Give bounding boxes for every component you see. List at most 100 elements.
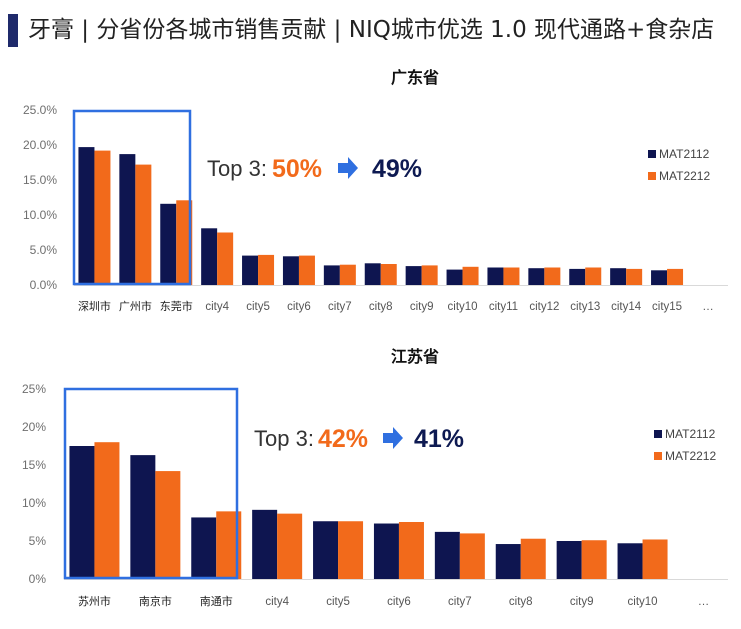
category-label: 广州市 (119, 299, 152, 313)
bar-mat2112 (569, 268, 586, 285)
arrow-right-icon (383, 427, 403, 449)
bar-mat2112 (252, 509, 278, 579)
category-label: city11 (489, 301, 518, 313)
bar-mat2212 (585, 267, 602, 285)
category-label: … (698, 596, 710, 608)
bar-mat2112 (69, 446, 95, 579)
bar-mat2212 (176, 200, 193, 285)
bar-mat2212 (462, 266, 479, 285)
bar-mat2112 (556, 541, 582, 579)
page-title: 牙膏 | 分省份各城市销售贡献 | NIQ城市优选 1.0 现代通路+食杂店 (28, 17, 715, 43)
y-tick-label: 25.0% (23, 103, 57, 117)
bar-mat2112 (487, 267, 504, 285)
bar-mat2112 (495, 544, 521, 579)
bar-mat2112 (191, 517, 217, 579)
legend-swatch-mat2112 (648, 150, 656, 158)
bar-mat2212 (520, 538, 546, 579)
legend-swatch-mat2212 (648, 172, 656, 180)
y-tick-label: 10% (22, 496, 46, 510)
top3-after-value: 41% (414, 425, 464, 453)
bar-mat2212 (398, 522, 424, 579)
bar-mat2212 (503, 267, 520, 285)
bar-mat2212 (626, 268, 643, 285)
bar-mat2212 (421, 265, 438, 285)
y-tick-label: 0.0% (30, 278, 58, 292)
bar-mat2212 (544, 267, 561, 285)
bar-mat2112 (323, 265, 340, 285)
bar-mat2112 (282, 256, 299, 285)
top3-highlight-box (72, 109, 192, 286)
arrow-right-icon (338, 157, 358, 179)
bar-mat2112 (405, 266, 422, 285)
category-label: city5 (326, 596, 350, 608)
y-tick-label: 5.0% (30, 243, 58, 257)
bar-mat2112 (373, 523, 399, 579)
bar-mat2212 (581, 540, 607, 579)
category-label: city15 (652, 301, 682, 313)
bar-mat2212 (277, 513, 303, 579)
category-label: 南京市 (139, 594, 172, 608)
category-label: city5 (246, 301, 270, 313)
title-accent-bar (8, 14, 18, 47)
bar-mat2112 (651, 270, 668, 285)
bar-mat2112 (434, 531, 460, 579)
bar-mat2212 (298, 255, 315, 285)
bar-mat2212 (94, 442, 120, 579)
category-label: city4 (205, 301, 229, 313)
y-tick-label: 0% (29, 572, 47, 586)
y-tick-label: 20% (22, 420, 46, 434)
chart-title: 江苏省 (391, 347, 439, 366)
category-label: city4 (265, 596, 289, 608)
category-label: city12 (529, 301, 559, 313)
top3-before-value: 42% (318, 425, 368, 453)
bar-mat2212 (217, 232, 234, 285)
category-label: city6 (387, 596, 411, 608)
bar-mat2212 (380, 264, 397, 285)
bar-mat2112 (617, 543, 643, 579)
category-label: city9 (410, 301, 434, 313)
category-label: city10 (448, 301, 478, 313)
bar-mat2212 (642, 539, 668, 579)
legend-label-mat2112: MAT2112 (665, 427, 716, 441)
bar-mat2112 (313, 521, 339, 579)
bar-mat2212 (94, 150, 111, 285)
bar-mat2112 (78, 147, 95, 285)
bar-mat2112 (201, 228, 218, 285)
bar-mat2112 (242, 255, 259, 285)
bar-mat2212 (459, 533, 485, 579)
category-label: 南通市 (200, 594, 233, 608)
legend-label-mat2112: MAT2112 (659, 147, 710, 161)
top3-after-value: 49% (372, 155, 422, 183)
y-tick-label: 5% (29, 534, 47, 548)
top3-label: Top 3: (207, 156, 267, 181)
category-label: city9 (570, 596, 594, 608)
y-tick-label: 15.0% (23, 173, 57, 187)
bar-mat2212 (339, 264, 356, 285)
category-label: 苏州市 (78, 594, 111, 608)
bar-mat2212 (667, 268, 684, 285)
legend-swatch-mat2112 (654, 430, 662, 438)
bar-mat2112 (119, 154, 136, 285)
bar-mat2212 (135, 164, 152, 285)
bar-mat2112 (160, 203, 177, 285)
bar-mat2212 (155, 471, 181, 579)
bar-mat2112 (528, 268, 545, 285)
category-label: city13 (570, 301, 600, 313)
legend-label-mat2212: MAT2212 (665, 449, 716, 463)
bar-mat2112 (130, 455, 156, 579)
category-label: city7 (328, 301, 352, 313)
top3-label: Top 3: (254, 426, 314, 451)
category-label: 深圳市 (78, 299, 111, 313)
y-tick-label: 15% (22, 458, 46, 472)
category-label: 东莞市 (160, 299, 193, 313)
bar-mat2112 (610, 268, 627, 285)
category-label: city8 (369, 301, 393, 313)
category-label: city8 (509, 596, 533, 608)
legend-swatch-mat2212 (654, 452, 662, 460)
y-tick-label: 10.0% (23, 208, 57, 222)
chart-title: 广东省 (391, 68, 439, 87)
y-tick-label: 25% (22, 382, 46, 396)
category-label: city14 (611, 301, 642, 313)
top3-highlight-box (63, 387, 239, 580)
category-label: city10 (628, 596, 658, 608)
